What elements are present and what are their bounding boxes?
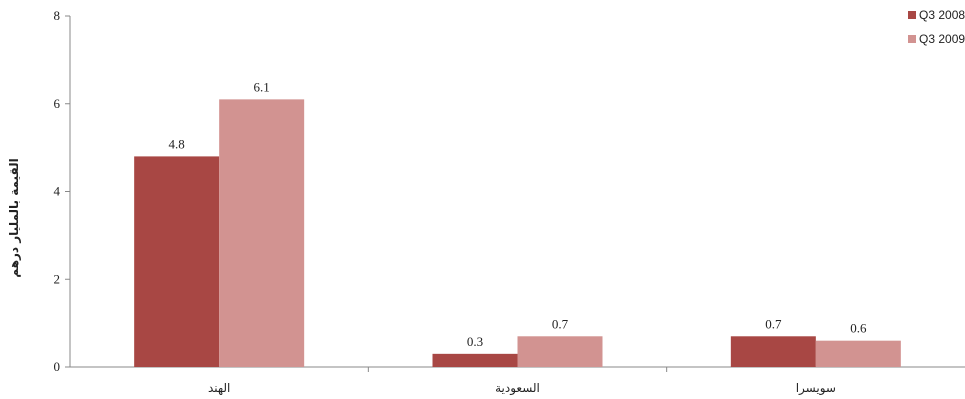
- data-label: 0.3: [467, 334, 483, 349]
- x-category-label: الهند: [208, 381, 230, 395]
- legend: Q3 2008 Q3 2009: [908, 8, 965, 46]
- bar-2-1: [219, 99, 305, 368]
- data-label: 0.7: [765, 316, 782, 331]
- bar-1-2: [432, 353, 518, 367]
- legend-swatch: [908, 35, 916, 43]
- y-tick-label: 8: [54, 8, 61, 23]
- bar-2-2: [517, 336, 603, 367]
- x-category-label: السعودية: [495, 381, 540, 396]
- bar-1-3: [730, 336, 816, 367]
- y-tick-label: 0: [54, 359, 61, 374]
- legend-swatch: [908, 11, 916, 19]
- bar-1-1: [134, 156, 220, 367]
- data-label: 6.1: [254, 79, 270, 94]
- y-axis-title: القيمة بالمليار درهم: [7, 158, 21, 277]
- x-category-label: سويسرا: [796, 381, 836, 396]
- y-tick-label: 4: [54, 184, 61, 199]
- data-label: 0.7: [552, 316, 569, 331]
- legend-label: Q3 2009: [919, 32, 965, 46]
- legend-label: Q3 2008: [919, 8, 965, 22]
- bar-2-3: [815, 340, 901, 367]
- data-label: 4.8: [169, 136, 185, 151]
- y-tick-label: 6: [54, 96, 61, 111]
- data-label: 0.6: [850, 321, 867, 336]
- y-tick-label: 2: [54, 271, 61, 286]
